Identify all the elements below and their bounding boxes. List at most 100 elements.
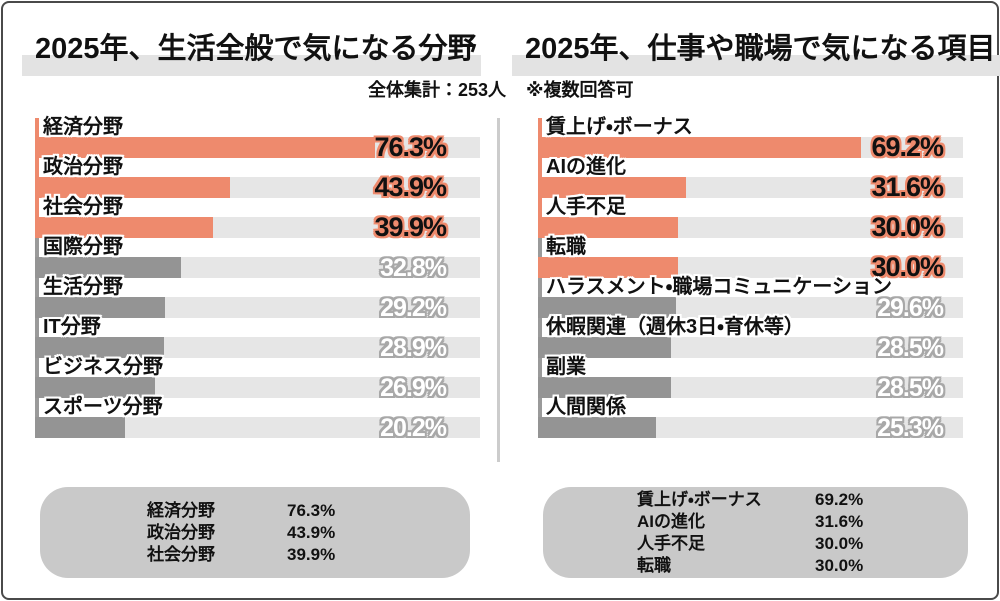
bar-fill (35, 177, 231, 198)
bar-label: 生活分野 (43, 276, 123, 298)
bar-fill (538, 137, 862, 158)
bar-label: 人間関係 (546, 396, 626, 418)
bar-fill (538, 177, 686, 198)
summary-row: 社会分野 39.9% (147, 544, 470, 566)
bar-fill (538, 257, 679, 278)
bar-row: 生活分野 29.2% (35, 276, 480, 322)
category-tick (35, 158, 39, 179)
bar-row: 副業 28.5% (538, 356, 963, 402)
bar-track (35, 337, 480, 358)
bar-value: 28.5% (877, 374, 944, 402)
bar-label: 賃上げ・ボーナス (546, 116, 693, 138)
summary-value: 30.0% (815, 556, 864, 575)
bar-row: ビジネス分野 26.9% (35, 356, 480, 402)
bar-row: IT分野 28.9% (35, 316, 480, 362)
category-tick (538, 318, 542, 339)
bar-row: 賃上げ・ボーナス 69.2% (538, 116, 963, 162)
bar-track (35, 377, 480, 398)
bar-value: 31.6% (871, 172, 944, 202)
bar-track (35, 217, 480, 238)
category-tick (35, 398, 39, 419)
bar-value: 26.9% (380, 374, 447, 402)
category-tick (538, 238, 542, 259)
bar-chart-life: 経済分野 76.3% 政治分野 43.9% 社会分野 39.9% 国際分野 32… (35, 116, 480, 441)
bar-track (35, 177, 480, 198)
category-tick (538, 358, 542, 379)
bar-value: 69.2% (871, 132, 944, 162)
bar-track (538, 297, 963, 318)
bar-label: 国際分野 (43, 236, 123, 258)
bar-chart-work: 賃上げ・ボーナス 69.2% AIの進化 31.6% 人手不足 30.0% 転職… (538, 116, 963, 442)
summary-row: 賃上げ・ボーナス 69.2% (637, 489, 968, 511)
category-tick (35, 198, 39, 219)
bar-row: 社会分野 39.9% (35, 196, 480, 241)
bar-track (538, 177, 963, 198)
summary-label: AIの進化 (637, 512, 705, 531)
bar-row: 政治分野 43.9% (35, 156, 480, 202)
bar-label: ハラスメント・職場コミュニケーション (546, 276, 892, 298)
summary-label: 転職 (637, 556, 671, 575)
summary-row: 経済分野 76.3% (147, 500, 470, 522)
summary-value: 43.9% (287, 523, 336, 542)
category-tick (35, 318, 39, 339)
bar-track (538, 257, 963, 278)
summary-label: 政治分野 (147, 523, 215, 542)
summary-value: 69.2% (815, 490, 864, 509)
bar-track (538, 217, 963, 238)
bar-value: 28.9% (380, 334, 447, 362)
bar-row: スポーツ分野 20.2% (35, 396, 480, 441)
bar-value: 32.8% (380, 254, 447, 282)
bar-row: 休暇関連（週休3日・育休等） 28.5% (538, 316, 963, 362)
bar-row: 人間関係 25.3% (538, 396, 963, 442)
bar-fill (35, 337, 164, 358)
bar-track (35, 417, 480, 438)
bar-fill (35, 137, 375, 158)
bar-label: IT分野 (43, 316, 101, 338)
bar-fill (35, 377, 155, 398)
category-tick (35, 238, 39, 259)
category-tick (538, 198, 542, 219)
bar-row: AIの進化 31.6% (538, 156, 963, 202)
summary-label: 社会分野 (147, 545, 215, 564)
bar-track (538, 337, 963, 358)
bar-fill (538, 337, 672, 358)
bar-row: 経済分野 76.3% (35, 116, 480, 162)
summary-label: 経済分野 (147, 501, 215, 520)
bar-value: 29.2% (380, 294, 447, 322)
subtitle: 全体集計：253人 ※複数回答可 (368, 76, 634, 102)
bar-label: 休暇関連（週休3日・育休等） (546, 316, 804, 338)
summary-value: 76.3% (287, 501, 336, 520)
bar-value: 76.3% (374, 132, 447, 162)
bar-label: 経済分野 (43, 116, 123, 138)
bar-label: 政治分野 (43, 156, 123, 178)
bar-track (538, 377, 963, 398)
bar-label: スポーツ分野 (43, 396, 163, 418)
category-tick (35, 118, 39, 139)
bar-value: 28.5% (877, 334, 944, 362)
bar-fill (35, 257, 181, 278)
bar-value: 43.9% (374, 172, 447, 202)
multiple-answers-note: ※複数回答可 (526, 80, 634, 100)
summary-value: 31.6% (815, 512, 864, 531)
bar-track (35, 257, 480, 278)
bar-fill (538, 297, 677, 318)
summary-row: 政治分野 43.9% (147, 522, 470, 544)
bar-fill (538, 377, 672, 398)
bar-row: ハラスメント・職場コミュニケーション 29.6% (538, 276, 963, 321)
summary-box-work: 賃上げ・ボーナス 69.2% AIの進化 31.6% 人手不足 30.0% 転職… (543, 487, 968, 578)
bar-fill (35, 297, 165, 318)
bar-value: 25.3% (877, 414, 944, 442)
bar-label: AIの進化 (546, 156, 626, 178)
category-tick (538, 278, 542, 299)
bar-fill (538, 217, 679, 238)
bar-fill (35, 217, 213, 238)
bar-label: 副業 (546, 356, 586, 378)
summary-row: 転職 30.0% (637, 555, 968, 577)
total-count-label: 全体集計：253人 (368, 80, 507, 100)
bar-fill (538, 417, 657, 438)
bar-value: 30.0% (871, 212, 944, 242)
vertical-divider (497, 118, 500, 462)
bar-track (35, 137, 480, 158)
category-tick (538, 398, 542, 419)
chart-title-left: 2025年、生活全般で気になる分野 (22, 32, 481, 77)
